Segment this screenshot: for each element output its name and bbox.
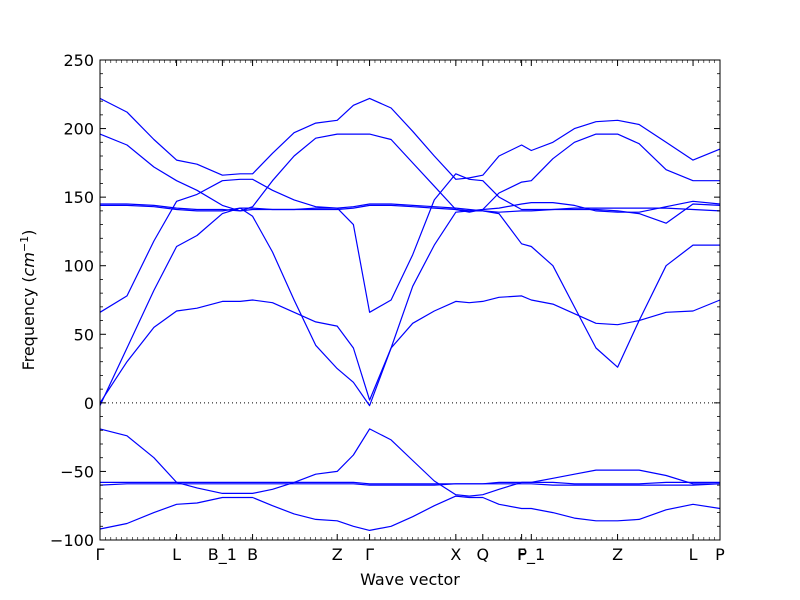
- x-tick-label: L: [172, 545, 181, 564]
- y-tick-group: 250 200 150 100 50 0 −50 −100: [50, 51, 720, 550]
- band-line-3: [99, 173, 721, 313]
- series-group: [99, 97, 721, 532]
- x-tick-label: X: [450, 545, 461, 564]
- x-tick-label: L: [689, 545, 698, 564]
- y-axis-label-name: Frequency: [19, 288, 38, 371]
- x-tick-label: P_1: [517, 545, 545, 565]
- y-tick-label: −50: [60, 462, 94, 481]
- y-axis-label-unit-exp: −1: [18, 236, 31, 252]
- y-tick-label: 100: [63, 257, 94, 276]
- y-tick-label: 0: [84, 394, 94, 413]
- y-tick-label: 250: [63, 51, 94, 70]
- band-line-1: [99, 207, 720, 407]
- plot-frame: [99, 59, 721, 541]
- x-tick-label: Γ: [365, 545, 374, 564]
- x-tick-label: F: [517, 545, 526, 564]
- x-tick-label: Z: [612, 545, 623, 564]
- band-line-2: [99, 295, 721, 404]
- y-tick-label: −100: [50, 531, 94, 550]
- x-axis-label: Wave vector: [360, 570, 460, 589]
- y-axis-label-unit: cm: [19, 252, 38, 276]
- y-tick-label: 150: [63, 188, 94, 207]
- band-line-5: [99, 97, 721, 180]
- y-axis-label: Frequency (cm−1): [18, 230, 39, 371]
- band-line-11: [99, 495, 721, 532]
- x-tick-label: B_1: [208, 545, 237, 565]
- band-line-10: [99, 483, 721, 486]
- band-line-6: [100, 203, 721, 213]
- y-tick-label: 50: [74, 325, 94, 344]
- band-line-4: [99, 133, 720, 213]
- x-tick-label: Γ: [96, 545, 105, 564]
- band-line-7: [100, 200, 721, 213]
- x-tick-label: P: [715, 545, 725, 564]
- y-tick-label: 200: [63, 120, 94, 139]
- plot-area: [100, 60, 720, 540]
- band-line-8: [99, 428, 720, 497]
- x-tick-label: Z: [332, 545, 343, 564]
- band-line-9: [100, 481, 720, 485]
- x-tick-label: Q: [476, 545, 489, 564]
- x-tick-label: B: [247, 545, 258, 564]
